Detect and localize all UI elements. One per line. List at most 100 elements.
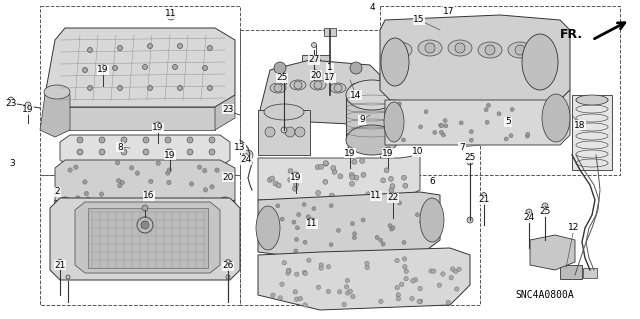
Text: 1: 1	[327, 63, 333, 72]
Polygon shape	[40, 88, 70, 137]
Text: 23: 23	[5, 100, 17, 108]
Circle shape	[431, 269, 436, 273]
Circle shape	[402, 241, 406, 244]
Circle shape	[439, 130, 444, 134]
Circle shape	[467, 217, 473, 223]
Polygon shape	[60, 135, 230, 167]
Circle shape	[360, 159, 365, 163]
Text: 26: 26	[222, 262, 234, 271]
Circle shape	[388, 176, 394, 182]
Circle shape	[481, 192, 486, 197]
Circle shape	[287, 269, 291, 273]
Circle shape	[413, 278, 418, 282]
Bar	[572, 95, 612, 170]
Circle shape	[338, 174, 343, 179]
Circle shape	[504, 137, 508, 141]
Text: 24: 24	[241, 155, 252, 165]
Text: 13: 13	[234, 144, 246, 152]
Bar	[380, 6, 620, 175]
Circle shape	[323, 179, 328, 184]
Circle shape	[485, 45, 495, 55]
Text: 21: 21	[478, 196, 490, 204]
Circle shape	[99, 149, 105, 155]
Circle shape	[542, 203, 548, 209]
Circle shape	[384, 168, 389, 173]
Bar	[560, 265, 582, 279]
Text: 17: 17	[324, 73, 336, 83]
Circle shape	[83, 68, 88, 72]
Ellipse shape	[346, 125, 398, 155]
Circle shape	[143, 149, 149, 155]
Circle shape	[389, 192, 394, 197]
Circle shape	[379, 238, 383, 242]
Circle shape	[486, 103, 490, 108]
Circle shape	[351, 294, 355, 299]
Circle shape	[403, 183, 408, 188]
Circle shape	[397, 201, 402, 205]
Bar	[40, 175, 240, 305]
Ellipse shape	[384, 102, 404, 142]
Circle shape	[274, 84, 282, 92]
Polygon shape	[385, 90, 570, 145]
Circle shape	[469, 130, 474, 134]
Circle shape	[293, 290, 298, 294]
Circle shape	[437, 283, 442, 287]
Circle shape	[396, 293, 401, 297]
Circle shape	[147, 43, 152, 48]
Circle shape	[276, 204, 280, 208]
Text: 9: 9	[359, 115, 365, 124]
Circle shape	[66, 275, 70, 279]
Circle shape	[467, 159, 473, 165]
Text: 20: 20	[310, 70, 322, 79]
Polygon shape	[258, 155, 420, 200]
Circle shape	[526, 209, 532, 215]
Circle shape	[550, 115, 554, 119]
Circle shape	[189, 182, 194, 186]
Ellipse shape	[44, 85, 70, 99]
Text: 11: 11	[165, 10, 177, 19]
Circle shape	[129, 166, 134, 170]
Circle shape	[121, 161, 127, 167]
Circle shape	[348, 289, 353, 293]
Circle shape	[372, 191, 380, 199]
Circle shape	[385, 147, 391, 153]
Circle shape	[366, 192, 371, 197]
Text: 11: 11	[371, 191, 381, 201]
Text: 27: 27	[308, 56, 320, 64]
Circle shape	[100, 65, 106, 71]
Circle shape	[135, 171, 140, 175]
Circle shape	[350, 62, 362, 74]
Ellipse shape	[350, 83, 366, 93]
Circle shape	[326, 289, 331, 294]
Circle shape	[276, 183, 281, 188]
Ellipse shape	[310, 80, 326, 90]
Ellipse shape	[478, 42, 502, 58]
Circle shape	[381, 178, 386, 183]
Circle shape	[288, 177, 292, 182]
Circle shape	[451, 267, 455, 271]
Circle shape	[143, 64, 147, 70]
Circle shape	[433, 130, 436, 134]
Circle shape	[389, 188, 394, 193]
Text: 12: 12	[568, 224, 580, 233]
Circle shape	[353, 236, 356, 240]
Ellipse shape	[290, 80, 306, 90]
Text: 2: 2	[54, 188, 60, 197]
Circle shape	[419, 220, 424, 224]
Circle shape	[25, 102, 31, 108]
Polygon shape	[55, 160, 235, 208]
Text: 19: 19	[164, 151, 176, 160]
Circle shape	[99, 192, 104, 196]
Circle shape	[147, 85, 152, 91]
Text: 17: 17	[444, 6, 455, 16]
Circle shape	[165, 137, 171, 143]
Circle shape	[410, 296, 414, 301]
Circle shape	[156, 161, 161, 165]
Polygon shape	[75, 202, 220, 273]
Circle shape	[425, 43, 435, 53]
Circle shape	[344, 285, 349, 289]
Circle shape	[347, 147, 353, 153]
Circle shape	[438, 123, 443, 127]
Polygon shape	[258, 110, 310, 155]
Circle shape	[391, 226, 395, 230]
